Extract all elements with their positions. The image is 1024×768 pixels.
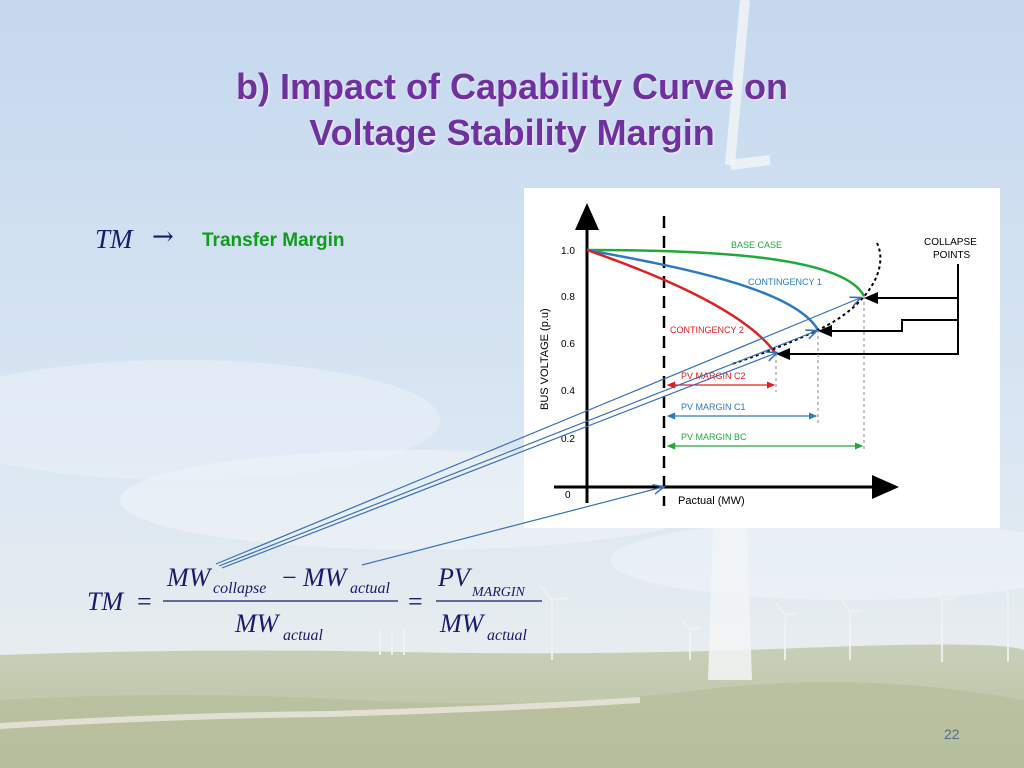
page-number: 22 (944, 726, 960, 742)
pv-curve-chart: 1.0 0.8 0.6 0.4 0.2 0 BUS VOLTAGE (p.u) … (524, 188, 1000, 528)
chart-canvas: 1.0 0.8 0.6 0.4 0.2 0 BUS VOLTAGE (p.u) … (539, 203, 977, 507)
y-axis-label: BUS VOLTAGE (p.u) (539, 308, 551, 410)
collapse-points-label-2: POINTS (933, 250, 971, 261)
slide-title-line1: b) Impact of Capability Curve on (235, 66, 789, 107)
y-tick-label: 0.4 (561, 386, 575, 397)
collapse-points-label-1: COLLAPSE (924, 237, 977, 248)
tm-definition: Transfer Margin (202, 230, 345, 251)
series-label-base-case: BASE CASE (731, 240, 782, 250)
y-tick-label: 0.2 (561, 434, 575, 445)
y-tick-label: 1.0 (561, 246, 575, 257)
collapse-arrow-c1 (818, 298, 959, 337)
series-base-case (586, 248, 866, 297)
pv-margin-c2-label: PV MARGIN C2 (681, 371, 746, 381)
series-contingency-2 (586, 248, 778, 355)
series-label-contingency-2: CONTINGENCY 2 (670, 325, 744, 335)
tm-symbol: TM (95, 224, 133, 254)
collapse-locus-curve (731, 242, 882, 365)
x-axis-label: Pactual (MW) (678, 495, 745, 507)
y-tick-label: 0.8 (561, 292, 575, 303)
collapse-arrow-c2 (776, 320, 959, 360)
pv-margin-c1-label: PV MARGIN C1 (681, 402, 746, 412)
y-tick-label: 0.6 (561, 339, 575, 350)
slide-title-line2: Voltage Stability Margin (309, 112, 715, 153)
pv-margin-bc-label: PV MARGIN BC (681, 432, 747, 442)
series-label-contingency-1: CONTINGENCY 1 (748, 277, 822, 287)
right-arrow-icon: → (152, 222, 174, 252)
y-tick-label: 0 (565, 490, 571, 501)
